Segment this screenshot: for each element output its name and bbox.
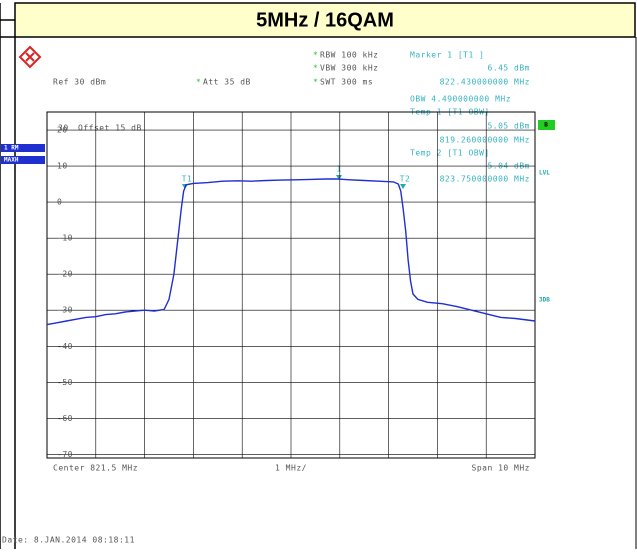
chart-title: 5MHz / 16QAM: [256, 9, 394, 31]
b-box: [538, 120, 555, 130]
marker-level: 6.45 dBm: [487, 64, 530, 73]
star: *: [313, 64, 318, 73]
y-tick-label: -50: [57, 378, 73, 387]
ref: Ref 30 dBm: [53, 78, 106, 87]
offset: Offset 15 dB: [78, 124, 142, 133]
vbw: VBW 300 kHz: [320, 64, 378, 73]
span-label: Span 10 MHz: [472, 464, 530, 473]
logo: [18, 45, 42, 69]
date: Date: 8.JAN.2014 08:18:11: [2, 536, 135, 545]
div-label: 1 MHz/: [275, 464, 307, 473]
temp1-level: 5.05 dBm: [487, 122, 530, 131]
title-band: [14, 2, 636, 38]
star: *: [313, 78, 318, 87]
marker: Marker 1 [T1 ]: [410, 51, 484, 60]
rbw: RBW 100 kHz: [320, 51, 378, 60]
trace-label: 1 RM: [4, 145, 19, 152]
center-label: Center 821.5 MHz: [53, 464, 138, 473]
y-tick-label: -30: [57, 306, 73, 315]
temp2: Temp 2 [T1 OBW]: [410, 149, 490, 158]
y-tick-label: -10: [57, 234, 73, 243]
y-tick-label: 0: [57, 198, 62, 207]
detector-box: [1, 156, 45, 164]
y-tick-label: 10: [57, 162, 68, 171]
y-tick-label: -60: [57, 414, 73, 423]
att: Att 35 dB: [203, 78, 251, 87]
swt: SWT 300 ms: [320, 78, 373, 87]
y-tick-label: -40: [57, 342, 73, 351]
trace: [46, 178, 536, 326]
y-tick-label: -20: [57, 270, 73, 279]
db3-label: 3DB: [539, 297, 550, 304]
ref-level: 30: [58, 124, 69, 133]
detector-label: MAXH: [4, 157, 19, 164]
star: *: [196, 78, 201, 87]
temp1-freq: 819.260000000 MHz: [440, 136, 530, 145]
marker-label: T2: [400, 175, 411, 184]
star: *: [313, 51, 318, 60]
lvl-label: LVL: [539, 170, 550, 177]
b-label: B: [544, 122, 548, 129]
y-tick-label: -70: [57, 450, 73, 459]
trace-box: [1, 144, 45, 152]
marker-label: 1: [336, 165, 341, 174]
temp2-freq: 823.750000000 MHz: [440, 175, 530, 184]
marker-freq: 822.430000000 MHz: [440, 78, 530, 87]
obw: OBW 4.490000000 MHz: [410, 95, 511, 104]
marker-label: T1: [182, 175, 193, 184]
y-tick-label: 20: [57, 126, 68, 135]
